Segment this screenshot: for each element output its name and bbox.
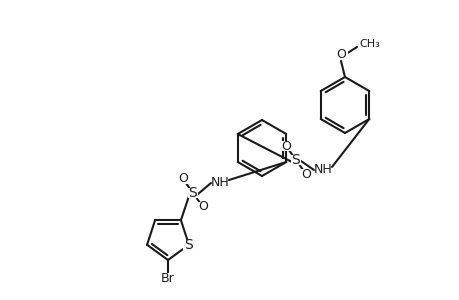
Text: O: O	[336, 47, 345, 61]
Text: NH: NH	[210, 176, 229, 188]
Text: S: S	[184, 238, 193, 252]
Text: O: O	[300, 167, 310, 181]
Bar	[212, 177, 228, 187]
Text: O: O	[198, 200, 207, 214]
Text: CH₃: CH₃	[358, 39, 379, 49]
Bar	[280, 141, 291, 151]
Text: O: O	[178, 172, 188, 185]
Text: S: S	[291, 153, 300, 167]
Text: S: S	[188, 186, 197, 200]
Bar	[314, 164, 330, 174]
Bar	[333, 49, 347, 59]
Text: NH: NH	[313, 163, 332, 176]
Bar	[178, 174, 188, 184]
Text: Br: Br	[161, 272, 174, 284]
Bar	[188, 188, 197, 198]
Bar	[160, 273, 176, 283]
Bar	[183, 240, 195, 250]
Text: O: O	[280, 140, 290, 152]
Bar	[197, 202, 207, 212]
Bar	[300, 169, 310, 179]
Bar	[291, 155, 300, 165]
